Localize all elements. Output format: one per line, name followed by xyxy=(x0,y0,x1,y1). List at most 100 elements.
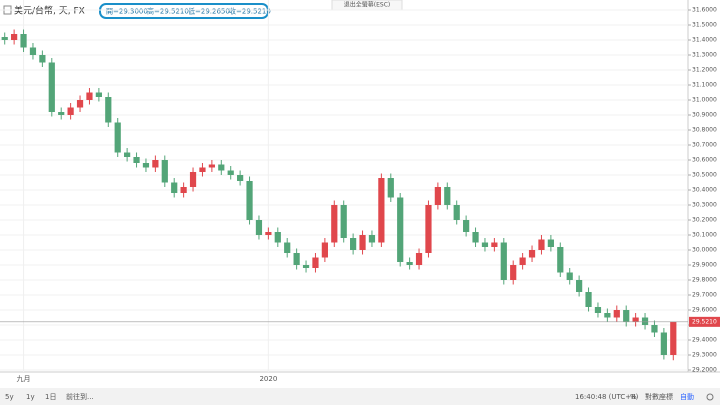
candle-body xyxy=(114,122,121,153)
y-tick-label: 30.5000 xyxy=(692,172,717,179)
candle-body xyxy=(359,235,366,250)
candle-body xyxy=(171,182,178,193)
candle-body xyxy=(237,175,244,181)
range-1y[interactable]: 1y xyxy=(26,393,35,401)
x-tick-label: 2020 xyxy=(259,375,277,383)
candle-body xyxy=(29,47,37,55)
candle-body xyxy=(585,292,592,307)
candle-body xyxy=(180,187,187,193)
candle-body xyxy=(613,310,620,318)
candle-body xyxy=(510,265,517,280)
auto-scale-toggle[interactable]: 自動 xyxy=(680,392,694,401)
y-tick-label: 31.6000 xyxy=(692,7,717,14)
y-tick-label: 30.0000 xyxy=(692,247,717,254)
y-tick-label: 29.2000 xyxy=(692,367,717,374)
candle-body xyxy=(453,205,460,220)
last-price-tag xyxy=(689,316,720,327)
candle-body xyxy=(284,242,291,253)
candle-body xyxy=(641,317,649,325)
candle-body xyxy=(161,160,168,183)
candle-body xyxy=(1,37,8,40)
y-tick-label: 30.4000 xyxy=(692,187,717,194)
candle-body xyxy=(350,238,357,250)
candle-body xyxy=(500,242,507,280)
candle-body xyxy=(321,242,328,258)
y-tick-label: 30.7000 xyxy=(692,142,717,149)
candle-body xyxy=(218,164,225,171)
candle-body xyxy=(378,178,385,243)
candle-body xyxy=(557,247,564,273)
candle-body xyxy=(519,257,526,265)
candle-body xyxy=(199,167,206,172)
fullscreen-exit-label[interactable]: 退出全螢幕(ESC) xyxy=(344,1,390,9)
candle-body xyxy=(651,325,658,333)
candle-body xyxy=(58,112,65,115)
y-tick-label: 30.6000 xyxy=(692,157,717,164)
candle-body xyxy=(142,163,150,168)
candle-body xyxy=(152,160,159,168)
y-tick-label: 29.6000 xyxy=(692,307,717,314)
candle-body xyxy=(76,100,84,108)
candle-body xyxy=(538,239,545,250)
settings-icon[interactable] xyxy=(706,393,714,401)
candle-body xyxy=(397,197,404,262)
y-tick-label: 31.4000 xyxy=(692,37,717,44)
y-tick-label: 30.9000 xyxy=(692,112,717,119)
y-tick-label: 30.1000 xyxy=(692,232,717,239)
candle-body xyxy=(463,220,470,232)
range-5y[interactable]: 5y xyxy=(5,393,14,401)
candle-body xyxy=(340,205,347,238)
candle-body xyxy=(632,317,639,322)
y-tick-label: 29.7000 xyxy=(692,292,717,299)
bottom-toolbar xyxy=(0,388,720,405)
candle-body xyxy=(660,332,667,355)
candle-body xyxy=(566,272,573,280)
log-scale-toggle[interactable]: 對數座標 xyxy=(645,392,673,401)
candle-body xyxy=(208,164,215,168)
candle-body xyxy=(246,181,253,220)
range-1d[interactable]: 1日 xyxy=(45,393,56,401)
y-tick-label: 30.3000 xyxy=(692,202,717,209)
candle-body xyxy=(293,253,300,265)
candle-body xyxy=(576,280,583,292)
last-price-label: 29.5210 xyxy=(692,318,717,325)
candle-body xyxy=(368,235,376,243)
candle-body xyxy=(189,172,197,187)
candle-body xyxy=(95,92,102,97)
y-tick-label: 30.8000 xyxy=(692,127,717,134)
candle-body xyxy=(312,257,319,268)
y-tick-label: 31.1000 xyxy=(692,82,717,89)
candle-body xyxy=(623,310,630,322)
y-tick-label: 29.3000 xyxy=(692,352,717,359)
candle-body xyxy=(302,265,310,268)
candle-body xyxy=(124,152,131,157)
candle-body xyxy=(227,170,234,175)
ohlc-legend-item: 開=29.3000 xyxy=(106,8,148,16)
candle-body xyxy=(265,232,272,235)
candle-body xyxy=(604,313,611,318)
y-tick-label: 29.4000 xyxy=(692,337,717,344)
candle-body xyxy=(11,34,18,40)
candle-body xyxy=(255,220,263,235)
candle-body xyxy=(406,262,413,265)
y-tick-label: 31.0000 xyxy=(692,97,717,104)
candle-body xyxy=(425,205,432,253)
candle-body xyxy=(528,250,536,258)
candle-body xyxy=(444,187,451,205)
percent-toggle[interactable]: % xyxy=(630,393,637,401)
candle-body xyxy=(105,97,112,123)
candle-body xyxy=(20,34,27,48)
candle-body xyxy=(331,205,338,243)
candle-body xyxy=(274,232,281,243)
y-tick-label: 29.9000 xyxy=(692,262,717,269)
ohlc-legend-item: 低=29.2650 xyxy=(188,7,230,16)
candle-body xyxy=(594,307,602,313)
candle-body xyxy=(48,62,55,112)
candle-body xyxy=(472,232,479,243)
y-tick-label: 29.8000 xyxy=(692,277,717,284)
goto-date[interactable]: 前往到... xyxy=(66,392,94,401)
ohlc-legend-item: 高=29.5210 xyxy=(147,7,189,16)
y-tick-label: 31.3000 xyxy=(692,52,717,59)
